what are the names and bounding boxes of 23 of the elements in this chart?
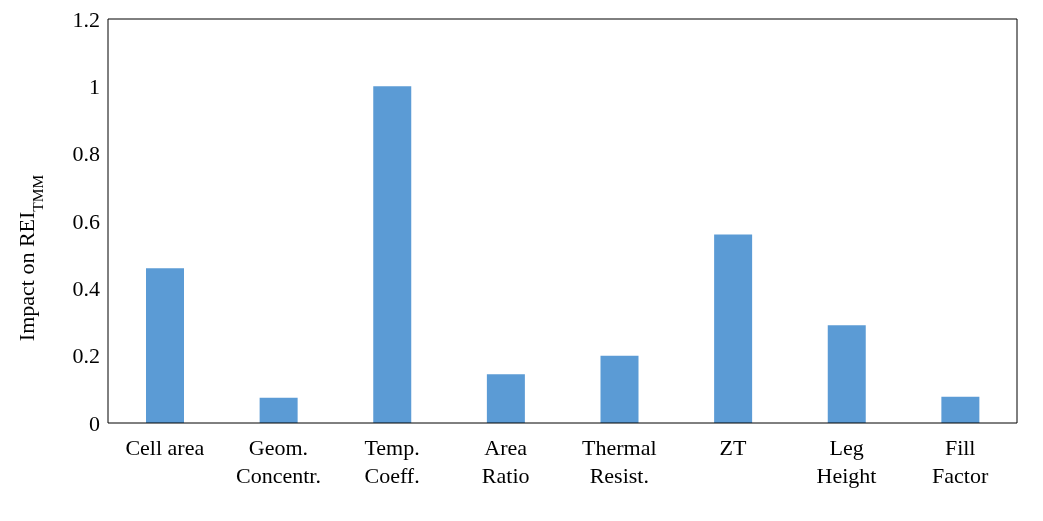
y-tick-label: 0.6: [72, 208, 100, 234]
x-tick-label: Leg Height: [816, 434, 877, 489]
y-tick-label: 0.8: [72, 141, 100, 167]
bar: [486, 374, 525, 423]
x-tick-label: Area Ratio: [481, 434, 530, 489]
bar: [259, 397, 298, 423]
bar: [600, 355, 639, 423]
x-tick-label: Cell area: [125, 434, 205, 460]
x-tick-label: Geom. Concentr.: [235, 434, 321, 489]
x-tick-label: ZT: [719, 434, 747, 460]
y-tick-label: 0.2: [72, 343, 100, 369]
bar: [146, 268, 184, 423]
x-tick-label: Fill Factor: [932, 434, 989, 489]
bar: [373, 86, 412, 423]
y-tick-label: 0.4: [72, 276, 100, 302]
bar: [827, 325, 866, 423]
y-tick-label: 1.2: [72, 6, 100, 32]
y-tick-label: 0: [89, 410, 100, 436]
bar: [714, 234, 753, 423]
x-tick-label: Temp. Coeff.: [364, 434, 420, 489]
bar: [941, 396, 980, 423]
x-tick-label: Thermal Resist.: [582, 434, 657, 489]
y-tick-label: 1: [89, 74, 100, 100]
